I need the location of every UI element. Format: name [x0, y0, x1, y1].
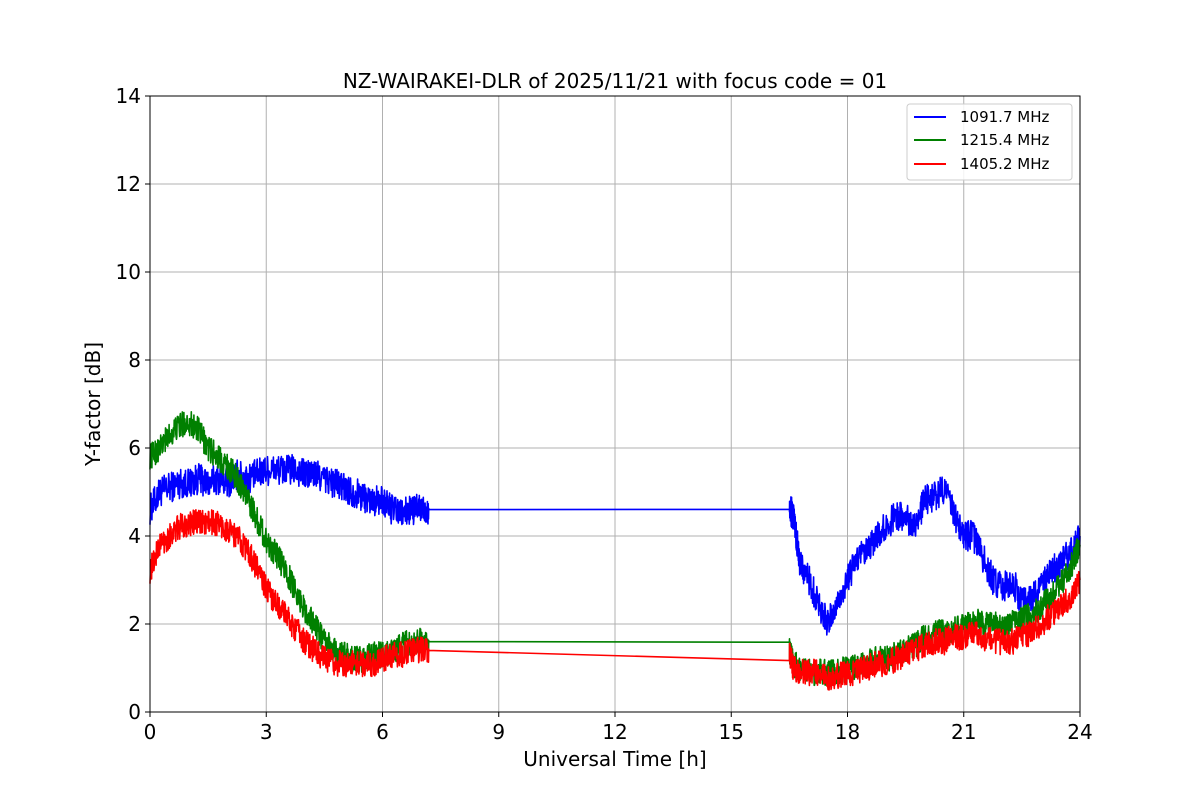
x-tick-label: 24 — [1067, 720, 1092, 744]
chart-title: NZ-WAIRAKEI-DLR of 2025/11/21 with focus… — [343, 69, 887, 93]
legend-box — [906, 103, 1073, 181]
x-axis: 0 3 6 9 12 15 18 21 24 — [144, 712, 1093, 744]
y-tick-label: 4 — [128, 524, 141, 548]
y-tick-label: 10 — [116, 260, 141, 284]
y-axis-label: Y-factor [dB] — [81, 342, 105, 467]
y-axis: 0 2 4 6 8 10 12 14 — [116, 84, 150, 724]
x-tick-label: 6 — [376, 720, 389, 744]
y-tick-label: 14 — [116, 84, 141, 108]
y-tick-label: 12 — [116, 172, 141, 196]
x-tick-label: 3 — [260, 720, 273, 744]
legend-label-1091: 1091.7 MHz — [960, 108, 1049, 126]
y-tick-label: 2 — [128, 612, 141, 636]
x-tick-label: 21 — [951, 720, 976, 744]
x-tick-label: 12 — [602, 720, 627, 744]
y-tick-label: 8 — [128, 348, 141, 372]
series-group — [149, 411, 1081, 691]
legend-label-1215: 1215.4 MHz — [960, 131, 1049, 149]
y-tick-label: 6 — [128, 436, 141, 460]
series-line-14052 — [149, 509, 1081, 691]
legend-label-1405: 1405.2 MHz — [960, 155, 1049, 173]
y-tick-label: 0 — [128, 700, 141, 724]
x-tick-label: 18 — [835, 720, 860, 744]
x-tick-label: 9 — [492, 720, 505, 744]
x-axis-label: Universal Time [h] — [523, 747, 706, 771]
x-tick-label: 15 — [719, 720, 744, 744]
x-tick-label: 0 — [144, 720, 157, 744]
legend: 1091.7 MHz 1215.4 MHz 1405.2 MHz — [906, 103, 1073, 181]
